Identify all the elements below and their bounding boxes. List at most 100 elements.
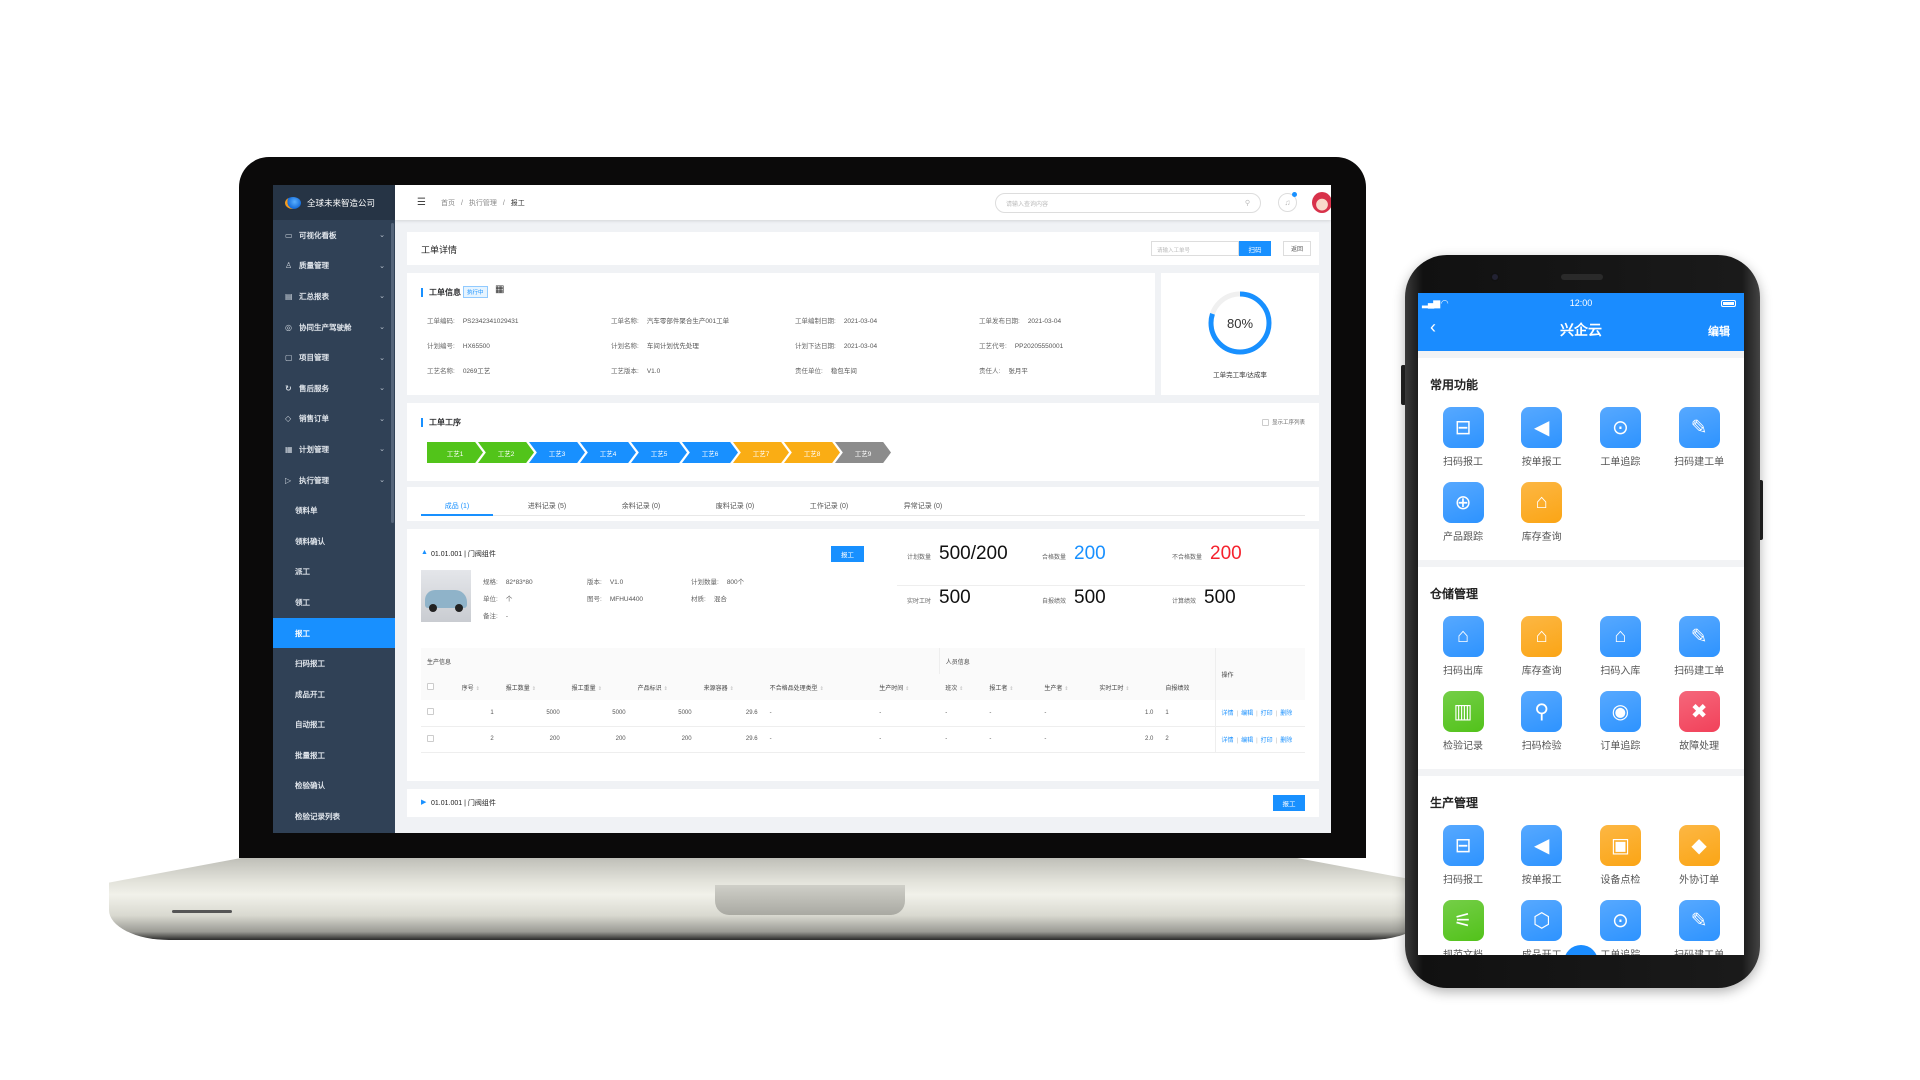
process-step[interactable]: 工艺7 <box>733 442 789 463</box>
sidebar-item[interactable]: 成品开工 <box>273 679 395 710</box>
sidebar-item[interactable]: ◇ 销售订单 ⌄ <box>273 404 395 435</box>
phone-function-item[interactable]: ⊟ 扫码报工 <box>1424 407 1502 468</box>
sidebar-item[interactable]: 自动报工 <box>273 710 395 741</box>
sort-icon[interactable]: ⇕ <box>475 685 480 692</box>
column-header[interactable]: 序号 ⇕ <box>455 674 500 700</box>
sidebar-item[interactable]: ▭ 可视化看板 ⌄ <box>273 220 395 251</box>
tab[interactable]: 工作记录 (0) <box>809 503 849 510</box>
column-header[interactable]: 生产者 ⇕ <box>1038 674 1094 700</box>
op-link[interactable]: 删除 <box>1280 737 1293 744</box>
process-step[interactable]: 工艺8 <box>784 442 840 463</box>
phone-function-item[interactable]: ⌂ 扫码出库 <box>1424 616 1502 677</box>
column-header[interactable]: 产品标识 ⇕ <box>631 674 698 700</box>
scan-button[interactable]: 扫码 <box>1239 241 1271 256</box>
qr-code-icon[interactable]: ▦ <box>495 284 505 295</box>
phone-function-item[interactable]: ⊙ 工单追踪 <box>1581 407 1659 468</box>
column-header[interactable]: 报工重量 ⇕ <box>565 674 632 700</box>
phone-function-item[interactable]: ⬡ 成品开工 <box>1503 900 1581 955</box>
sort-icon[interactable]: ⇕ <box>729 685 734 692</box>
select-all-checkbox[interactable] <box>421 674 456 700</box>
sidebar-item[interactable]: 领工 <box>273 587 395 618</box>
phone-function-item[interactable]: ⚲ 扫码检验 <box>1503 691 1581 752</box>
back-arrow-icon[interactable]: ‹ <box>1430 317 1436 337</box>
process-step[interactable]: 工艺4 <box>580 442 636 463</box>
sidebar-item[interactable]: ◎ 协同生产驾驶舱 ⌄ <box>273 312 395 343</box>
breadcrumb-execution[interactable]: 执行管理 <box>468 199 497 207</box>
sidebar-item[interactable]: ♙ 质量管理 ⌄ <box>273 251 395 282</box>
phone-function-item[interactable]: ⌂ 库存查询 <box>1503 616 1581 677</box>
phone-function-item[interactable]: ⌂ 扫码入库 <box>1581 616 1659 677</box>
report-work-button-2[interactable]: 报工 <box>1273 795 1305 811</box>
show-process-list-checkbox[interactable]: 显示工序列表 <box>1261 418 1305 426</box>
phone-function-item[interactable]: ⚟ 规范文档 <box>1424 900 1502 955</box>
phone-function-item[interactable]: ◉ 订单追踪 <box>1581 691 1659 752</box>
phone-function-item[interactable]: ⌂ 库存查询 <box>1503 482 1581 543</box>
work-order-input[interactable]: 请输入工单号 <box>1151 241 1239 256</box>
breadcrumb-home[interactable]: 首页 <box>441 199 455 207</box>
sort-icon[interactable]: ⇕ <box>905 685 910 692</box>
sidebar-item[interactable]: ▤ 汇总报表 ⌄ <box>273 281 395 312</box>
row-checkbox[interactable] <box>421 726 456 753</box>
phone-function-item[interactable]: ⊟ 扫码报工 <box>1424 825 1502 886</box>
phone-function-item[interactable]: ⊕ 产品跟踪 <box>1424 482 1502 543</box>
op-link[interactable]: 编辑 <box>1241 711 1254 718</box>
op-link[interactable]: 详情 <box>1221 737 1234 744</box>
sort-icon[interactable]: ⇕ <box>1064 685 1069 692</box>
process-step[interactable]: 工艺5 <box>631 442 687 463</box>
phone-function-item[interactable]: ✎ 扫码建工单 <box>1660 407 1738 468</box>
tab[interactable]: 成品 (1) <box>444 503 470 510</box>
phone-function-item[interactable]: ◀ 按单报工 <box>1503 407 1581 468</box>
sidebar-item[interactable]: 派工 <box>273 557 395 588</box>
expand-triangle-icon[interactable]: ▶ <box>421 799 427 806</box>
sidebar-item[interactable]: 扫码报工 <box>273 648 395 679</box>
op-link[interactable]: 打印 <box>1260 737 1273 744</box>
sort-icon[interactable]: ⇕ <box>663 685 668 692</box>
sidebar-item[interactable]: 领料确认 <box>273 526 395 557</box>
sort-icon[interactable]: ⇕ <box>1009 685 1014 692</box>
sidebar-item[interactable]: 报工 <box>273 617 395 649</box>
sidebar-item[interactable]: 批量报工 <box>273 740 395 771</box>
phone-function-item[interactable]: ◆ 外协订单 <box>1660 825 1738 886</box>
column-header[interactable]: 不合格品处理类型 ⇕ <box>763 674 874 700</box>
column-header[interactable]: 班次 ⇕ <box>939 674 984 700</box>
phone-function-item[interactable]: ◀ 按单报工 <box>1503 825 1581 886</box>
op-link[interactable]: 详情 <box>1221 711 1234 718</box>
row-checkbox[interactable] <box>421 700 456 727</box>
op-link[interactable]: 删除 <box>1280 711 1293 718</box>
tab[interactable]: 异常记录 (0) <box>903 503 943 510</box>
sort-icon[interactable]: ⇕ <box>1125 685 1130 692</box>
phone-function-item[interactable]: ⊙ 工单追踪 <box>1581 900 1659 955</box>
sidebar-item[interactable]: 领料单 <box>273 495 395 526</box>
search-input[interactable]: 请输入查询内容 ⚲ <box>995 193 1261 213</box>
hamburger-menu-icon[interactable]: ☰ <box>417 197 426 208</box>
sort-icon[interactable]: ⇕ <box>819 685 824 692</box>
sort-icon[interactable]: ⇕ <box>959 685 964 692</box>
process-step[interactable]: 工艺1 <box>427 442 483 463</box>
column-header[interactable]: 报工者 ⇕ <box>983 674 1039 700</box>
sidebar-item[interactable]: ▷ 执行管理 ⌄ <box>273 465 395 496</box>
sidebar-item[interactable]: 检验确认 <box>273 771 395 802</box>
process-step[interactable]: 工艺6 <box>682 442 738 463</box>
user-avatar[interactable] <box>1312 192 1331 213</box>
phone-function-item[interactable]: ▥ 检验记录 <box>1424 691 1502 752</box>
column-header[interactable]: 报工数量 ⇕ <box>499 674 566 700</box>
phone-function-item[interactable]: ▣ 设备点检 <box>1581 825 1659 886</box>
sort-icon[interactable]: ⇕ <box>531 685 536 692</box>
phone-function-item[interactable]: ✖ 故障处理 <box>1660 691 1738 752</box>
sidebar-logo[interactable]: 全球未来智造公司 <box>273 185 395 220</box>
column-header[interactable]: 生产时间 ⇕ <box>873 674 940 700</box>
sidebar-item[interactable]: 检验记录列表 <box>273 801 395 832</box>
process-step[interactable]: 工艺2 <box>478 442 534 463</box>
sidebar-item[interactable]: ▢ 项目管理 ⌄ <box>273 342 395 373</box>
op-link[interactable]: 打印 <box>1260 711 1273 718</box>
tab[interactable]: 余料记录 (0) <box>621 503 661 510</box>
column-header[interactable]: 自报绩效 <box>1159 674 1215 700</box>
report-work-button[interactable]: 报工 <box>831 546 864 562</box>
sidebar-item[interactable]: ↻ 售后服务 ⌄ <box>273 373 395 404</box>
sidebar-scrollbar[interactable] <box>391 223 394 523</box>
tab[interactable]: 废料记录 (0) <box>715 503 755 510</box>
op-link[interactable]: 编辑 <box>1241 737 1254 744</box>
sort-icon[interactable]: ⇕ <box>597 685 602 692</box>
notification-bell-icon[interactable]: ♫ <box>1278 192 1297 212</box>
back-button[interactable]: 返回 <box>1283 241 1311 256</box>
